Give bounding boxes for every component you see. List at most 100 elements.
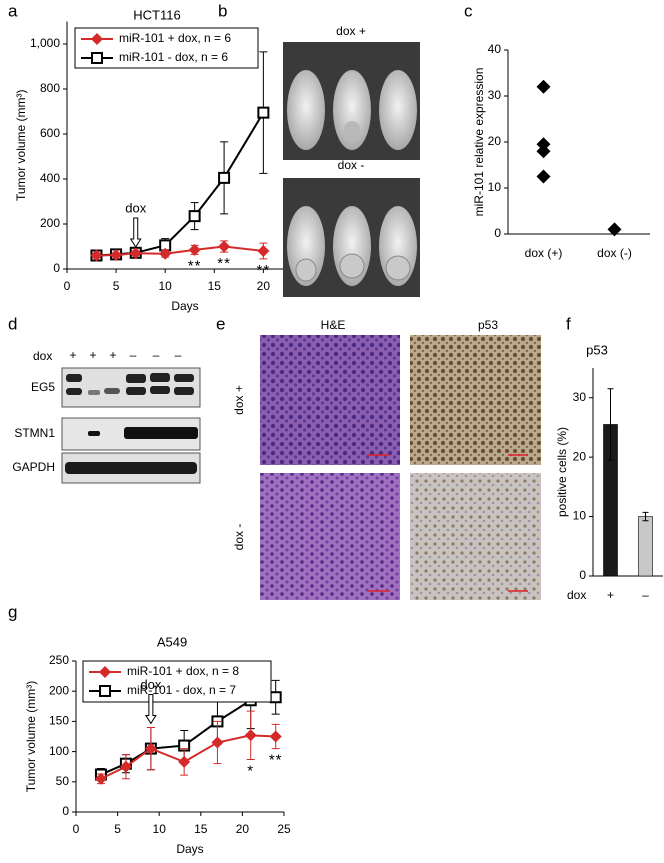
y-tick-label: 1,000 [30, 36, 60, 50]
x-tick-label: 15 [194, 822, 208, 836]
bar [638, 516, 653, 577]
annotation: ** [257, 262, 271, 279]
marker [119, 760, 132, 773]
chart-title: HCT116 [133, 7, 180, 22]
y-tick-label: 30 [573, 390, 587, 404]
y-tick-label: 100 [49, 744, 69, 758]
x-axis-label: Days [171, 299, 198, 313]
marker [188, 243, 201, 256]
marker [244, 729, 257, 742]
legend-box [82, 660, 272, 703]
annotation: * [247, 762, 254, 779]
photo-label: dox - [338, 158, 365, 172]
bands [66, 373, 194, 395]
annotation: dox [125, 200, 146, 215]
annotation: ** [217, 255, 231, 272]
x-tick-label: 5 [114, 822, 121, 836]
y-axis-label: positive cells (%) [555, 427, 569, 517]
annotation: ** [269, 752, 283, 769]
legend-marker [99, 666, 111, 678]
x-tick-label: – [642, 588, 649, 602]
x-axis-label: Days [176, 842, 203, 856]
y-tick-label: 0 [62, 804, 69, 818]
legend-label: miR-101 + dox, n = 8 [127, 664, 239, 678]
point [607, 222, 622, 237]
x-axis-label: dox [567, 588, 586, 602]
annotation: dox [140, 677, 161, 692]
legend-label: miR-101 - dox, n = 6 [119, 50, 228, 64]
lane-label: + [69, 348, 76, 362]
marker [188, 210, 201, 223]
marker [269, 691, 282, 704]
lane-label: + [89, 348, 96, 362]
point [536, 169, 551, 184]
blot-label: dox [33, 349, 52, 363]
lane-label: – [153, 348, 160, 362]
y-tick-label: 150 [49, 714, 69, 728]
x-tick-label: 10 [159, 279, 173, 293]
y-tick-label: 10 [488, 180, 502, 194]
legend-marker [91, 33, 103, 45]
marker [218, 171, 231, 184]
histology [410, 335, 541, 465]
mice [287, 70, 417, 150]
y-tick-label: 250 [49, 653, 69, 667]
series-line [96, 112, 265, 257]
point [536, 79, 551, 94]
y-tick-label: 0 [53, 261, 60, 275]
y-tick-label: 200 [40, 216, 60, 230]
marker [257, 106, 270, 119]
row-label: GAPDH [12, 460, 55, 474]
marker [218, 240, 231, 253]
annotation-arrow [129, 217, 142, 248]
column-label: H&E [321, 318, 346, 332]
chart-title: p53 [586, 342, 608, 357]
point [536, 144, 551, 159]
x-tick-label: 5 [113, 279, 120, 293]
x-tick-label: 25 [277, 822, 291, 836]
legend-marker [91, 52, 103, 64]
y-tick-label: 800 [40, 81, 60, 95]
row-label: EG5 [31, 380, 55, 394]
histology [410, 473, 541, 600]
column-label: p53 [478, 318, 498, 332]
panel-letter: f [566, 314, 571, 333]
error-bar [607, 388, 614, 461]
y-tick-label: 0 [579, 568, 586, 582]
marker [94, 772, 107, 785]
marker [110, 249, 123, 262]
panel-letter: b [218, 1, 227, 20]
marker [257, 245, 270, 257]
y-axis-label: miR-101 relative expression [472, 68, 486, 217]
histology [260, 473, 400, 600]
y-tick-label: 600 [40, 126, 60, 140]
y-tick-label: 200 [49, 683, 69, 697]
error-bar [642, 511, 649, 522]
x-tick-label: 0 [64, 279, 71, 293]
y-tick-label: 10 [573, 509, 587, 523]
y-tick-label: 20 [573, 449, 587, 463]
lane-label: – [130, 348, 137, 362]
x-tick-label: dox (+) [525, 246, 563, 260]
legend-label: miR-101 + dox, n = 6 [119, 31, 231, 45]
marker [159, 247, 172, 260]
marker [211, 736, 224, 749]
y-tick-label: 40 [488, 42, 502, 56]
legend-label: miR-101 - dox, n = 7 [127, 683, 236, 697]
y-tick-label: 0 [494, 226, 501, 240]
marker [269, 730, 282, 743]
marker [144, 742, 157, 755]
photo-label: dox + [336, 24, 366, 38]
y-tick-label: 50 [56, 774, 70, 788]
histology [260, 335, 400, 465]
y-tick-label: 20 [488, 134, 502, 148]
x-tick-label: 10 [153, 822, 167, 836]
x-tick-label: 20 [257, 279, 271, 293]
bands [88, 427, 198, 439]
row-label: dox + [232, 385, 246, 415]
legend-box [74, 27, 259, 69]
x-tick-label: 15 [208, 279, 222, 293]
panel-letter: c [464, 1, 473, 20]
panel-letter: e [216, 314, 225, 333]
